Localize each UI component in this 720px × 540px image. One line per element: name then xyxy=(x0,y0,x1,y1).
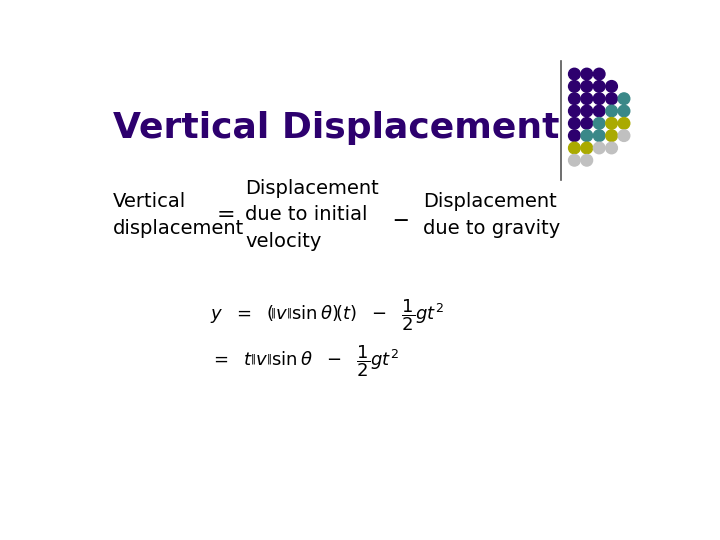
Circle shape xyxy=(593,105,605,117)
Circle shape xyxy=(593,68,605,80)
Circle shape xyxy=(569,80,580,92)
Circle shape xyxy=(569,130,580,141)
Text: Vertical Displacement: Vertical Displacement xyxy=(113,111,559,145)
Circle shape xyxy=(581,142,593,154)
Circle shape xyxy=(569,118,580,129)
Circle shape xyxy=(606,80,617,92)
Circle shape xyxy=(569,154,580,166)
Circle shape xyxy=(618,105,630,117)
Text: _: _ xyxy=(394,197,406,221)
Circle shape xyxy=(593,93,605,104)
Circle shape xyxy=(618,118,630,129)
Circle shape xyxy=(593,142,605,154)
Circle shape xyxy=(569,105,580,117)
Circle shape xyxy=(606,93,617,104)
Circle shape xyxy=(606,118,617,129)
Text: Displacement
due to initial
velocity: Displacement due to initial velocity xyxy=(245,179,379,251)
Circle shape xyxy=(569,142,580,154)
Circle shape xyxy=(581,68,593,80)
Circle shape xyxy=(581,80,593,92)
Circle shape xyxy=(581,130,593,141)
Circle shape xyxy=(581,154,593,166)
Circle shape xyxy=(606,130,617,141)
Circle shape xyxy=(569,68,580,80)
Circle shape xyxy=(618,93,630,104)
Circle shape xyxy=(593,118,605,129)
Circle shape xyxy=(618,130,630,141)
Text: Displacement
due to gravity: Displacement due to gravity xyxy=(423,192,560,238)
Circle shape xyxy=(569,93,580,104)
Circle shape xyxy=(606,105,617,117)
Text: Vertical
displacement: Vertical displacement xyxy=(113,192,245,238)
Circle shape xyxy=(606,142,617,154)
Circle shape xyxy=(581,93,593,104)
Text: $= \ \ t\left\| v \right\| \sin\theta \ \ - \ \ \dfrac{1}{2}gt^2$: $= \ \ t\left\| v \right\| \sin\theta \ … xyxy=(210,343,399,379)
Circle shape xyxy=(581,118,593,129)
Circle shape xyxy=(593,130,605,141)
Text: $y \ \ = \ \ \left(\!\left\| v \right\| \sin\theta \right)\!\left(t\right) \ \ -: $y \ \ = \ \ \left(\!\left\| v \right\| … xyxy=(210,297,444,333)
Text: =: = xyxy=(216,205,235,225)
Circle shape xyxy=(581,105,593,117)
Circle shape xyxy=(593,80,605,92)
